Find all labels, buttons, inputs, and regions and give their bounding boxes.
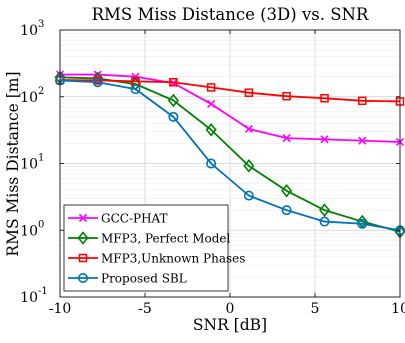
chart-title: RMS Miss Distance (3D) vs. SNR	[92, 5, 369, 24]
y-tick-exponent: 3	[38, 19, 44, 30]
data-point	[357, 218, 368, 229]
data-point	[319, 216, 330, 227]
data-point	[206, 158, 217, 169]
marker-circle	[281, 205, 292, 216]
data-point	[282, 91, 291, 101]
data-point	[244, 124, 253, 133]
marker-circle	[130, 84, 141, 95]
y-tick-label: 10	[20, 23, 38, 39]
marker-square	[358, 96, 367, 106]
marker-x	[320, 135, 329, 144]
data-point	[206, 83, 216, 92]
marker-diamond	[167, 93, 179, 108]
data-point	[168, 111, 179, 122]
data-point	[358, 96, 367, 106]
data-point	[243, 190, 254, 201]
legend-item: GCC-PHAT	[68, 212, 168, 226]
marker-x	[358, 136, 367, 145]
legend-box	[63, 204, 229, 292]
x-tick-label: 0	[226, 301, 235, 317]
series-line	[59, 79, 401, 232]
y-tick-label: 10	[20, 157, 38, 173]
series-line	[60, 73, 401, 143]
marker-diamond	[318, 203, 331, 217]
x-axis-label: SNR [dB]	[193, 316, 267, 334]
marker-circle	[206, 158, 217, 169]
marker-circle	[319, 216, 330, 227]
marker-square	[169, 77, 178, 87]
marker-square	[282, 91, 291, 101]
marker-circle	[78, 272, 89, 283]
marker-square	[320, 93, 329, 103]
data-point	[167, 93, 179, 108]
y-tick-exponent: 0	[38, 219, 44, 230]
legend: GCC-PHAT MFP3, Perfect Model MFP3,Unknown …	[63, 204, 245, 292]
legend-item: Proposed SBL	[68, 272, 187, 286]
marker-circle	[357, 218, 368, 229]
legend-item: MFP3,Unknown Phases	[68, 252, 245, 266]
series-line	[59, 79, 401, 103]
data-point	[281, 184, 293, 198]
y-tick-label: 10	[20, 90, 38, 106]
data-point	[356, 214, 368, 229]
y-tick-exponent: -1	[38, 286, 48, 297]
marker-circle	[92, 77, 103, 88]
legend-label: MFP3,Unknown Phases	[101, 252, 245, 266]
marker-square	[206, 83, 216, 92]
x-tick-label: -10	[49, 301, 72, 317]
data-point	[130, 84, 141, 95]
data-point	[92, 77, 103, 88]
marker-diamond	[77, 231, 89, 245]
x-tick-label: 5	[311, 301, 320, 317]
data-point	[131, 72, 140, 81]
marker-square	[78, 253, 88, 263]
data-point	[243, 159, 255, 173]
marker-diamond	[281, 184, 293, 198]
data-point	[320, 135, 329, 144]
marker-x	[207, 99, 216, 109]
legend-label: Proposed SBL	[101, 272, 187, 286]
marker-diamond	[243, 159, 255, 173]
legend-item: MFP3, Perfect Model	[68, 231, 231, 246]
marker-x	[131, 72, 140, 81]
y-tick-label: 10	[20, 290, 38, 306]
data-point	[358, 136, 367, 145]
marker-circle	[243, 190, 254, 201]
legend-label: GCC-PHAT	[101, 212, 168, 226]
marker-x	[244, 124, 253, 133]
marker-square	[244, 88, 254, 97]
marker-x	[282, 134, 291, 143]
x-tick-label: -5	[138, 301, 152, 317]
data-point	[205, 123, 217, 137]
data-point	[282, 134, 291, 143]
legend-label: MFP3, Perfect Model	[101, 232, 231, 246]
marker-diamond	[356, 214, 368, 229]
y-tick-exponent: 1	[38, 153, 44, 164]
y-tick-exponent: 2	[38, 86, 44, 97]
y-axis-label: RMS Miss Distance [m]	[4, 71, 22, 256]
x-tick-label: 10	[391, 301, 405, 317]
data-point	[244, 88, 254, 97]
y-tick-label: 10	[20, 223, 38, 239]
data-point	[320, 93, 329, 103]
data-point	[318, 203, 331, 217]
data-point	[207, 99, 216, 109]
marker-x	[78, 213, 88, 223]
data-point	[281, 205, 292, 216]
data-point	[169, 77, 178, 87]
marker-diamond	[205, 123, 217, 137]
marker-circle	[168, 111, 179, 122]
